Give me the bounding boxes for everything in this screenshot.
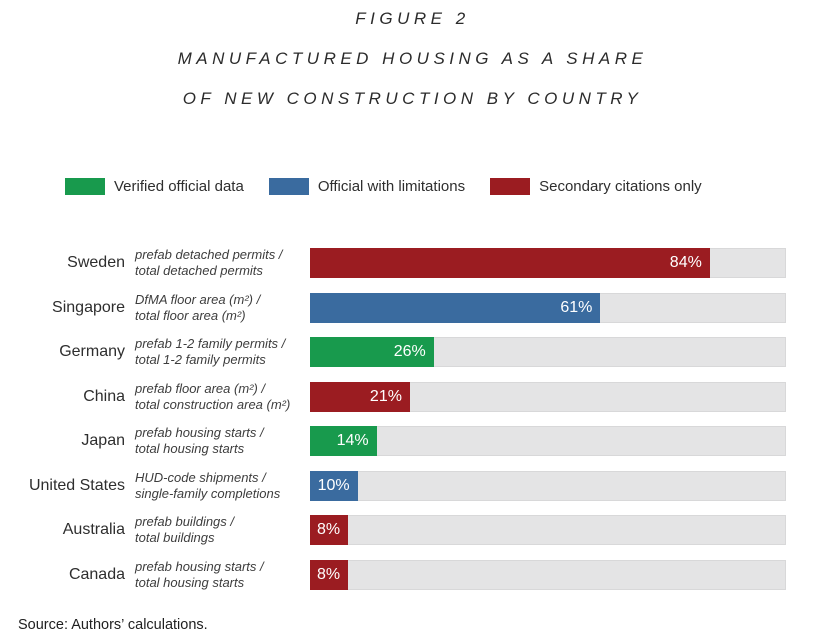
metric-line-2: total 1-2 family permits — [135, 352, 266, 368]
metric-line-2: total detached permits — [135, 263, 263, 279]
metric-line-1: HUD-code shipments / — [135, 469, 266, 485]
bar-track: 14% — [310, 426, 786, 457]
bar-fill: 84% — [310, 248, 710, 279]
bar-track: 8% — [310, 515, 786, 546]
country-label: Germany — [59, 343, 125, 361]
chart-row-singapore: Singapore DfMA floor area (m²) / total flo… — [0, 286, 786, 331]
legend: Verified official data Official with limi… — [65, 178, 727, 195]
figure-number: FIGURE 2 — [355, 9, 470, 28]
bar-value-label: 10% — [317, 476, 350, 494]
bar-chart: Sweden prefab detached permits / total det… — [0, 241, 786, 597]
legend-item: Secondary citations only — [490, 178, 702, 195]
bar-value-label: 8% — [316, 521, 341, 539]
legend-swatch-green — [65, 178, 105, 195]
metric-line-1: prefab floor area (m²) / — [135, 380, 266, 396]
metric-line-1: prefab housing starts / — [135, 425, 264, 441]
figure-title-line-2: OF NEW CONSTRUCTION BY COUNTRY — [182, 89, 643, 108]
bar-value-label: 61% — [560, 298, 593, 316]
legend-label: Official with limitations — [317, 178, 466, 195]
bar-value-label: 84% — [669, 254, 702, 272]
legend-swatch-blue — [268, 178, 309, 195]
bar-track: 8% — [310, 559, 786, 590]
country-label: Canada — [68, 565, 125, 583]
chart-row-sweden: Sweden prefab detached permits / total det… — [0, 241, 786, 286]
metric-line-2: total construction area (m²) — [135, 396, 291, 412]
metric-line-2: single-family completions — [135, 485, 281, 501]
bar-track: 21% — [310, 381, 786, 412]
metric-line-2: total buildings — [135, 530, 215, 546]
metric-description: DfMA floor area (m²) / total floor area (… — [135, 292, 302, 324]
bar-fill: 61% — [310, 292, 601, 323]
chart-row-japan: Japan prefab housing starts / total housin… — [0, 419, 786, 464]
metric-description: prefab buildings / total buildings — [135, 514, 302, 546]
bar-value-label: 8% — [316, 565, 341, 583]
country-label: China — [83, 387, 125, 405]
bar-fill: 21% — [310, 381, 410, 412]
metric-line-1: prefab housing starts / — [135, 558, 264, 574]
bar-fill: 26% — [310, 337, 434, 368]
bar-value-label: 21% — [369, 387, 402, 405]
metric-line-1: prefab detached permits / — [135, 247, 283, 263]
bar-fill: 14% — [310, 426, 377, 457]
bar-fill: 8% — [310, 559, 349, 590]
figure-title-line-1: MANUFACTURED HOUSING AS A SHARE — [177, 49, 648, 68]
metric-description: HUD-code shipments / single-family comple… — [135, 470, 302, 502]
legend-swatch-red — [490, 178, 531, 195]
legend-item: Official with limitations — [268, 178, 466, 195]
metric-line-2: total housing starts — [135, 441, 245, 457]
legend-item: Verified official data — [65, 178, 244, 195]
country-label: United States — [28, 476, 125, 494]
chart-row-china: China prefab floor area (m²) / total const… — [0, 375, 786, 420]
chart-row-germany: Germany prefab 1-2 family permits / total … — [0, 330, 786, 375]
legend-label: Secondary citations only — [539, 178, 702, 195]
bar-track: 26% — [310, 337, 786, 368]
metric-line-1: prefab buildings / — [135, 514, 235, 530]
country-label: Japan — [81, 432, 125, 450]
metric-description: prefab 1-2 family permits / total 1-2 fam… — [135, 336, 302, 368]
metric-description: prefab housing starts / total housing sta… — [135, 425, 302, 457]
chart-row-united-states: United States HUD-code shipments / single-… — [0, 464, 786, 509]
country-label: Australia — [62, 521, 125, 539]
figure-title-block: FIGURE 2 MANUFACTURED HOUSING AS A SHARE… — [0, 10, 825, 130]
chart-row-canada: Canada prefab housing starts / total housi… — [0, 553, 786, 598]
metric-description: prefab floor area (m²) / total constructi… — [135, 381, 302, 413]
country-label: Sweden — [67, 254, 125, 272]
metric-line-1: DfMA floor area (m²) / — [135, 291, 261, 307]
metric-line-1: prefab 1-2 family permits / — [135, 336, 286, 352]
chart-row-australia: Australia prefab buildings / total buildin… — [0, 508, 786, 553]
bar-track: 84% — [310, 248, 786, 279]
metric-description: prefab housing starts / total housing sta… — [135, 559, 302, 591]
bar-fill: 10% — [310, 470, 358, 501]
metric-description: prefab detached permits / total detached … — [135, 247, 302, 279]
bar-value-label: 26% — [393, 343, 426, 361]
metric-line-2: total floor area (m²) — [135, 307, 246, 323]
bar-track: 10% — [310, 470, 786, 501]
source-note: Source: Authors’ calculations. — [18, 617, 208, 633]
bar-value-label: 14% — [336, 432, 369, 450]
country-label: Singapore — [52, 298, 125, 316]
legend-label: Verified official data — [114, 178, 244, 195]
bar-fill: 8% — [310, 515, 349, 546]
bar-track: 61% — [310, 292, 786, 323]
metric-line-2: total housing starts — [135, 574, 245, 590]
